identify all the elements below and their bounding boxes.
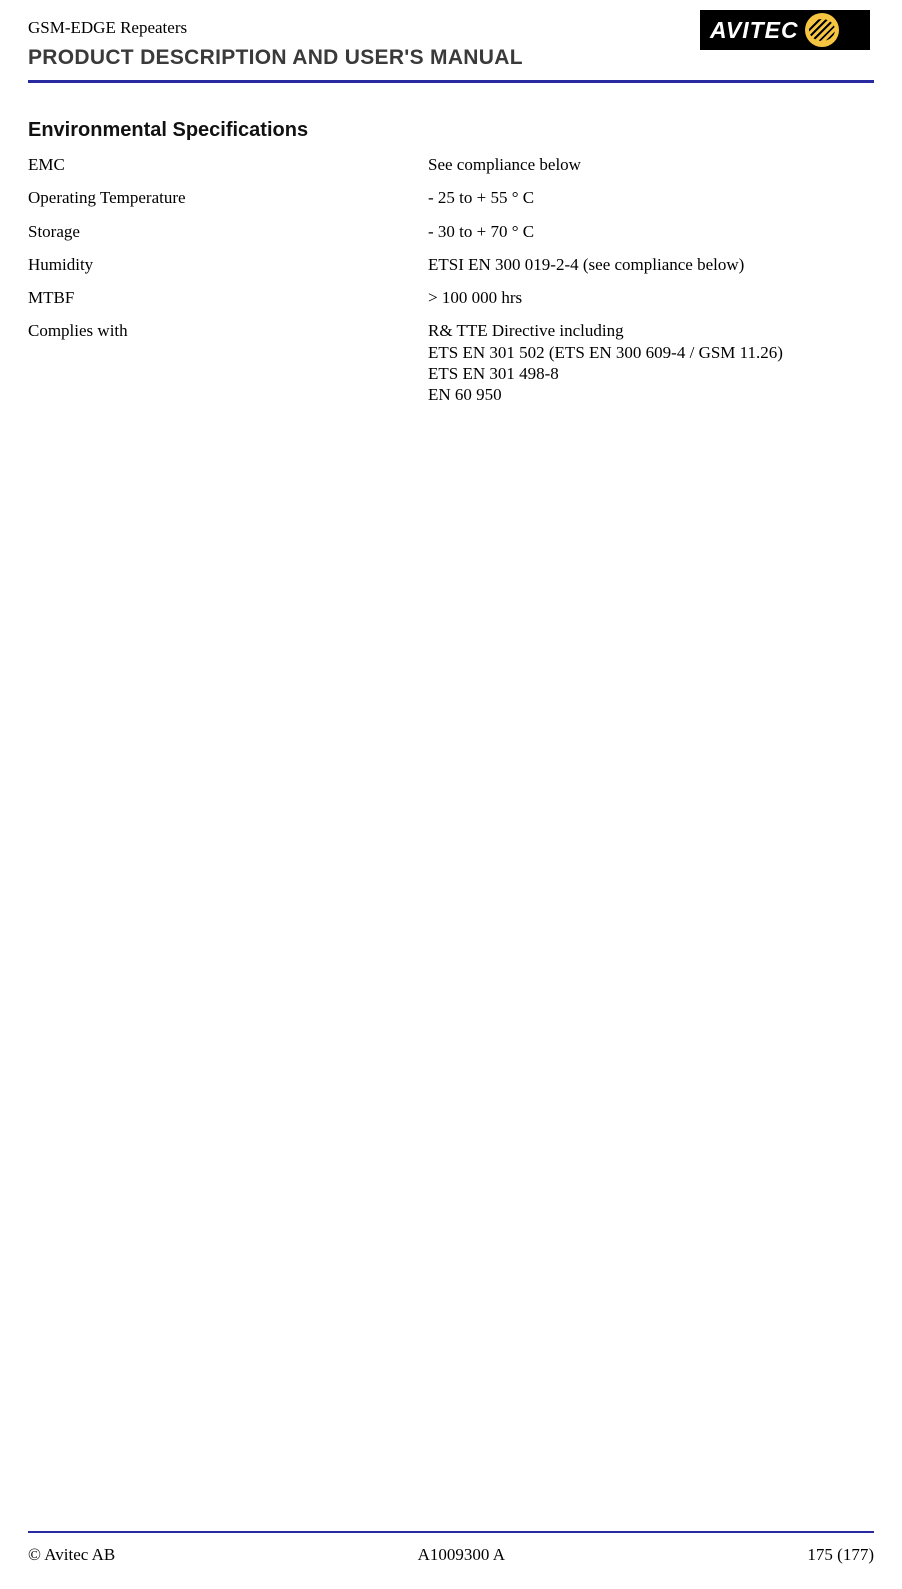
spec-label: Humidity [28, 248, 428, 281]
table-row: EMC See compliance below [28, 148, 874, 181]
spec-label: Complies with [28, 314, 428, 411]
spec-value: > 100 000 hrs [428, 281, 874, 314]
table-row: Storage - 30 to + 70 ° C [28, 215, 874, 248]
spec-value: - 30 to + 70 ° C [428, 215, 874, 248]
footer: © Avitec AB A1009300 A 175 (177) [28, 1545, 874, 1565]
spec-label: EMC [28, 148, 428, 181]
header-rule [28, 80, 874, 83]
footer-copyright: © Avitec AB [28, 1545, 115, 1565]
spec-value: ETSI EN 300 019-2-4 (see compliance belo… [428, 248, 874, 281]
spec-label: Operating Temperature [28, 181, 428, 214]
footer-page: 175 (177) [807, 1545, 874, 1565]
spec-value: R& TTE Directive includingETS EN 301 502… [428, 314, 874, 411]
spec-label: Storage [28, 215, 428, 248]
spec-value: See compliance below [428, 148, 874, 181]
brand-logo: AVITEC [700, 10, 870, 50]
table-row: MTBF > 100 000 hrs [28, 281, 874, 314]
spec-table: EMC See compliance below Operating Tempe… [28, 148, 874, 411]
table-row: Humidity ETSI EN 300 019-2-4 (see compli… [28, 248, 874, 281]
footer-docnum: A1009300 A [418, 1545, 505, 1565]
table-row: Complies with R& TTE Directive including… [28, 314, 874, 411]
spec-value: - 25 to + 55 ° C [428, 181, 874, 214]
table-row: Operating Temperature - 25 to + 55 ° C [28, 181, 874, 214]
brand-logo-text: AVITEC [710, 17, 799, 44]
footer-rule [28, 1531, 874, 1533]
spec-label: MTBF [28, 281, 428, 314]
section-title: Environmental Specifications [28, 119, 874, 142]
brand-logo-icon [805, 13, 839, 47]
